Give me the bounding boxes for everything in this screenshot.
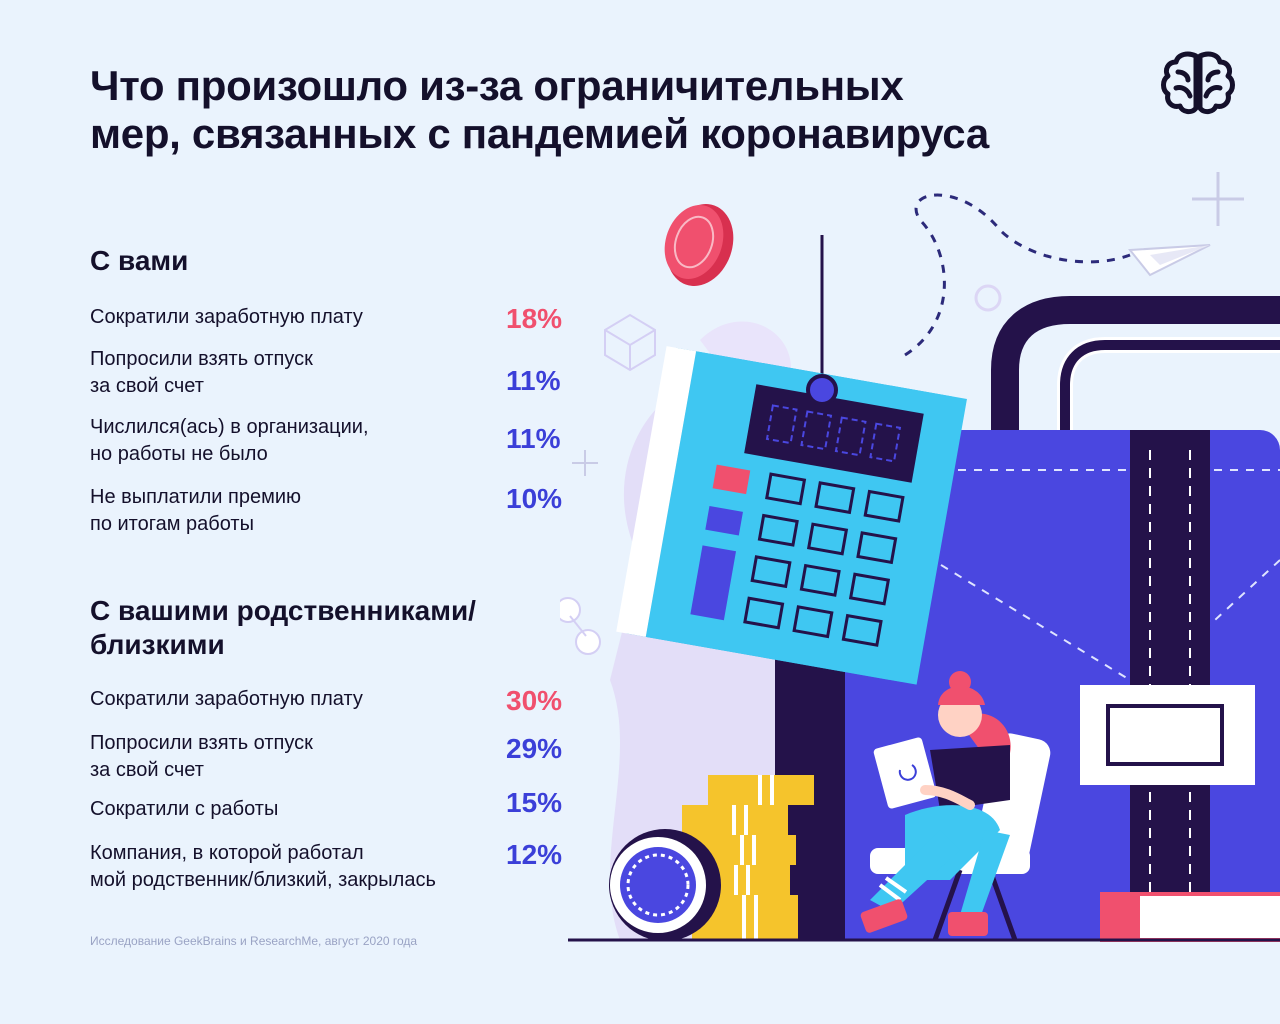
calculator-icon: [616, 346, 967, 685]
stat-value: 30%: [506, 685, 563, 716]
illustration: [560, 172, 1280, 942]
cube-icon: [604, 313, 656, 372]
stat-label-line: за свой счет: [90, 759, 204, 781]
stat-label-line: Компания, в которой работал: [90, 842, 364, 864]
stat-value: 10%: [506, 483, 563, 514]
blue-coin-icon: [609, 829, 721, 941]
section-title-line: С вами: [90, 245, 189, 276]
person-illustration: [860, 671, 1011, 936]
page-title: Что произошло из-за ограничительных мер,…: [90, 62, 1150, 158]
stat-value: 15%: [506, 787, 563, 818]
section-title-line: близкими: [90, 629, 225, 660]
source-footnote: Исследование GeekBrains и ResearchMe, ав…: [90, 934, 418, 948]
section-title-line: С вашими родственниками/: [90, 595, 476, 626]
stat-label-line: по итогам работы: [90, 513, 254, 535]
stat-label-line: за свой счет: [90, 375, 204, 397]
title-line-2: мер, связанных с пандемией коронавируса: [90, 110, 989, 157]
stat-label: Компания, в которой работал мой родствен…: [90, 840, 500, 894]
dashed-path: [904, 193, 1131, 357]
stat-value: 18%: [506, 303, 563, 334]
stat-label: Числился(ась) в организации, но работы н…: [90, 414, 500, 468]
stat-label-line: Числился(ась) в организации,: [90, 416, 369, 438]
stat-value: 12%: [506, 839, 563, 870]
stat-value: 29%: [506, 733, 563, 764]
title-line-1: Что произошло из-за ограничительных: [90, 62, 904, 109]
star-icon: [572, 450, 598, 476]
stat-label: Попросили взять отпуск за свой счет: [90, 346, 500, 400]
stat-label: Сократили с работы: [90, 796, 500, 823]
stat-label: Сократили заработную плату: [90, 304, 500, 331]
stat-label-line: мой родственник/близкий, закрылась: [90, 869, 436, 891]
section-title-relatives: С вашими родственниками/ близкими: [90, 594, 476, 662]
stat-value: 11%: [506, 423, 561, 454]
stat-label: Попросили взять отпуск за свой счет: [90, 730, 500, 784]
stat-label-line: но работы не было: [90, 443, 268, 465]
stat-label-line: Сократили заработную плату: [90, 688, 363, 710]
stat-label-line: Попросили взять отпуск: [90, 732, 313, 754]
section-title-you: С вами: [90, 244, 188, 278]
brain-icon: [1161, 51, 1235, 115]
briefcase-handle: [991, 296, 1280, 450]
stat-value: 11%: [506, 365, 561, 396]
stat-label-line: Сократили заработную плату: [90, 306, 363, 328]
red-coin-icon: [664, 204, 734, 286]
dumbbell-icon: [560, 597, 601, 655]
stat-label-line: Сократили с работы: [90, 798, 279, 820]
stat-label-line: Попросили взять отпуск: [90, 348, 313, 370]
paper-plane-icon: [1128, 244, 1211, 277]
stat-label: Сократили заработную плату: [90, 686, 500, 713]
stat-label: Не выплатили премию по итогам работы: [90, 484, 500, 538]
sparkle-icon: [1192, 172, 1244, 226]
pin-icon: [806, 374, 838, 406]
ring-icon: [974, 284, 1002, 312]
stat-label-line: Не выплатили премию: [90, 486, 302, 508]
